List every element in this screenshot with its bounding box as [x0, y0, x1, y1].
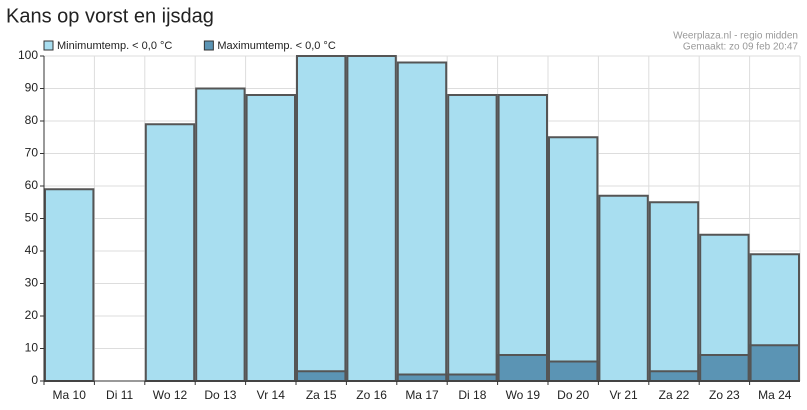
x-tick-label: Zo 23	[709, 388, 740, 402]
x-tick-label: Za 15	[306, 388, 337, 402]
bar	[396, 373, 448, 382]
bar	[548, 360, 599, 382]
x-tick-label: Do 20	[557, 388, 589, 402]
legend-swatch	[203, 40, 214, 51]
y-tick-label: 40	[25, 243, 39, 257]
x-tick-label: Wo 19	[506, 388, 541, 402]
chart-title: Kans op vorst en ijsdag	[6, 5, 214, 27]
bar	[598, 194, 649, 382]
y-tick-label: 20	[25, 308, 39, 322]
bar	[396, 61, 448, 382]
y-tick-label: 50	[25, 211, 39, 225]
bar	[346, 55, 397, 382]
bar	[245, 94, 297, 382]
y-tick-label: 70	[25, 146, 39, 160]
x-tick-label: Ma 10	[53, 388, 87, 402]
bar	[497, 354, 549, 382]
bar	[296, 370, 347, 382]
y-tick-label: 90	[25, 81, 39, 95]
y-tick-label: 60	[25, 178, 39, 192]
bar	[749, 344, 800, 382]
x-tick-label: Wo 12	[153, 388, 188, 402]
y-tick-label: 80	[25, 113, 39, 127]
bar	[699, 354, 750, 382]
x-tick-label: Di 18	[458, 388, 486, 402]
x-tick-label: Ma 17	[405, 388, 439, 402]
x-tick-label: Vr 21	[609, 388, 638, 402]
y-tick-label: 10	[25, 341, 39, 355]
bar	[144, 123, 196, 382]
source-note: Weerplaza.nl - regio midden	[673, 31, 798, 42]
legend-label: Minimumtemp. < 0,0 °C	[57, 40, 172, 52]
y-tick-label: 30	[25, 276, 39, 290]
bar	[497, 94, 549, 382]
bar	[548, 136, 599, 382]
x-tick-label: Vr 14	[257, 388, 286, 402]
bar	[648, 370, 700, 382]
x-tick-label: Zo 16	[356, 388, 387, 402]
x-tick-label: Ma 24	[758, 388, 792, 402]
x-tick-label: Do 13	[204, 388, 236, 402]
y-tick-label: 100	[18, 48, 38, 62]
x-tick-label: Di 11	[106, 388, 133, 402]
bar	[648, 201, 700, 382]
bar	[44, 188, 95, 382]
legend-label: Maximumtemp. < 0,0 °C	[217, 40, 335, 52]
bar	[195, 87, 246, 382]
y-tick-label: 0	[31, 373, 38, 387]
x-tick-label: Za 22	[659, 388, 690, 402]
bar	[296, 55, 347, 382]
created-note: Gemaakt: zo 09 feb 20:47	[683, 42, 799, 53]
legend-swatch	[43, 40, 54, 51]
bar	[447, 373, 498, 382]
bar	[447, 94, 498, 382]
